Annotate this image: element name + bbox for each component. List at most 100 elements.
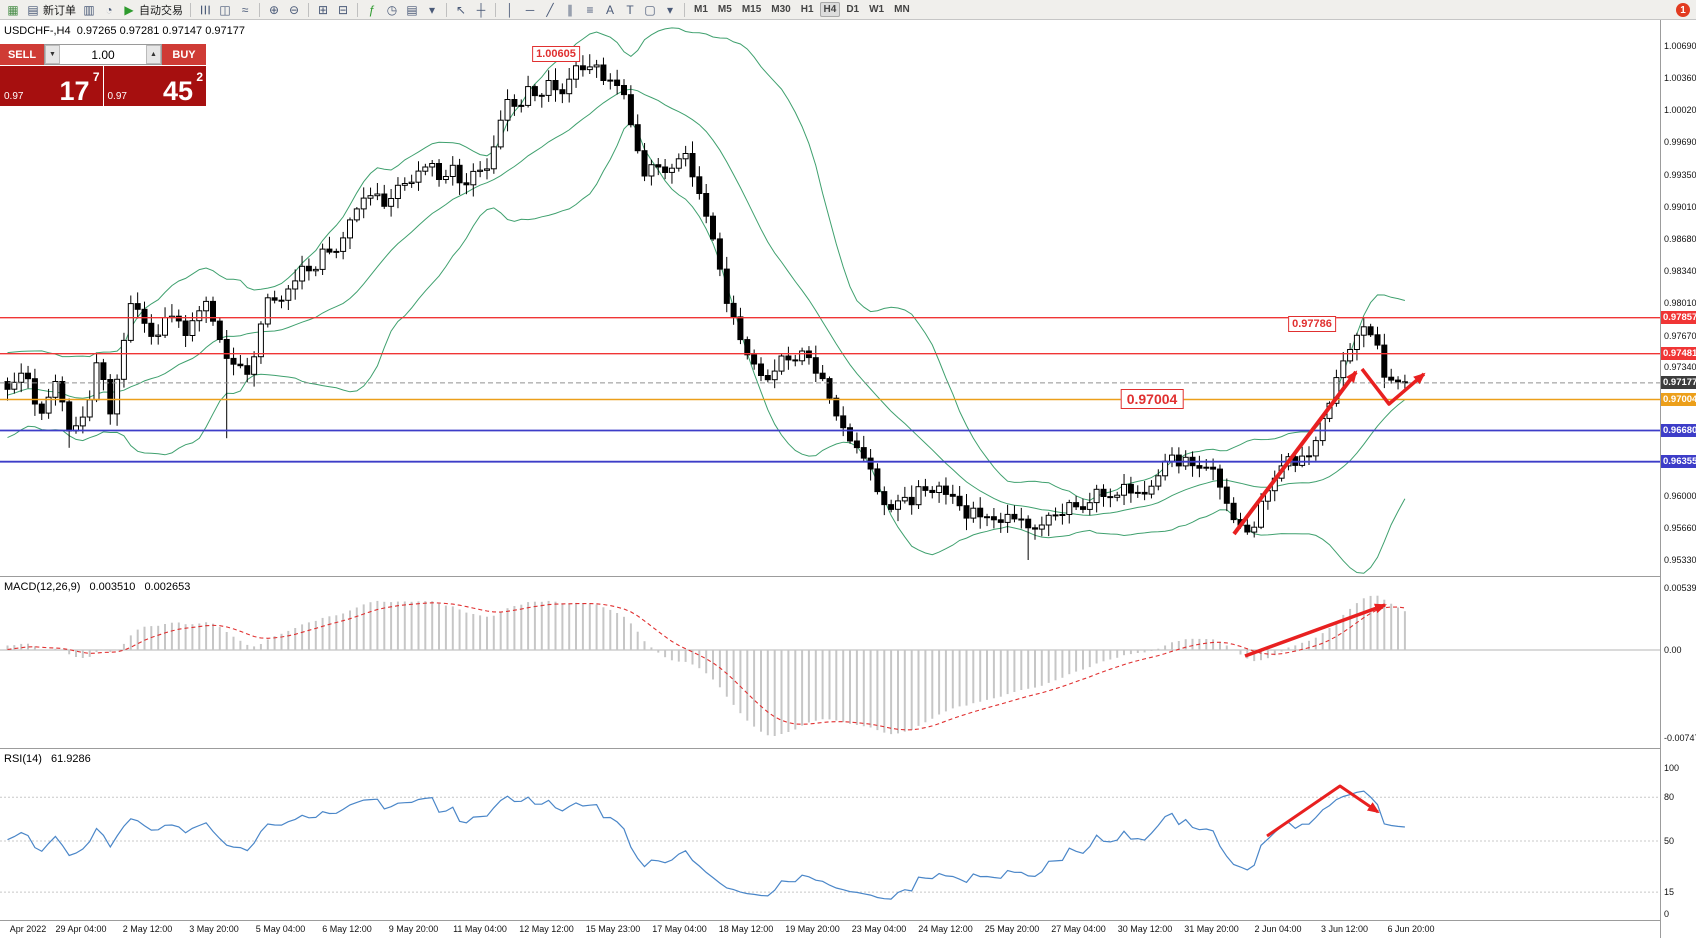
rsi-chart: [0, 784, 1660, 900]
volume-increase-button[interactable]: ▲: [146, 45, 161, 64]
x-axis-label: 27 May 04:00: [1051, 924, 1106, 934]
macd-panel[interactable]: MACD(12,26,9) 0.003510 0.002653: [0, 578, 1660, 748]
arrows-dropdown-icon[interactable]: ▾: [660, 1, 680, 19]
y-axis-tick: 0.95330: [1664, 555, 1696, 565]
candlestick-type-icon[interactable]: ◫: [215, 1, 235, 19]
crosshair-icon[interactable]: ┼: [471, 1, 491, 19]
indicators-icon[interactable]: ƒ: [362, 1, 382, 19]
x-axis-label: 30 May 12:00: [1117, 924, 1173, 934]
horizontal-line-icon[interactable]: ─: [520, 1, 540, 19]
chart-title: USDCHF-,H4 0.97265 0.97281 0.97147 0.971…: [4, 25, 245, 37]
bar-chart-type-icon[interactable]: ☰: [195, 1, 215, 19]
ohlc-high: 0.97281: [119, 25, 160, 37]
toolbar-separator: [446, 2, 447, 17]
price-axis[interactable]: 1.00690 1.00360 1.00020 0.99690 0.99350 0.990…: [1660, 20, 1696, 938]
chart-window-icon[interactable]: ▦: [3, 1, 23, 19]
macd-value-main: 0.003510: [89, 581, 136, 593]
buy-button[interactable]: BUY: [162, 44, 206, 65]
sell-price-big: 17: [59, 76, 90, 106]
x-axis-label: 17 May 04:00: [652, 924, 707, 934]
buy-price-pip: 2: [196, 70, 203, 84]
price-annotation-1.00605[interactable]: 1.00605: [532, 46, 580, 62]
trendline-icon[interactable]: ╱: [540, 1, 560, 19]
rsi-panel[interactable]: RSI(14) 61.9286: [0, 750, 1660, 920]
sell-price-panel[interactable]: 0.97 17 7: [0, 66, 103, 106]
autotrading-button-label: 自动交易: [139, 4, 183, 17]
label-icon[interactable]: T: [620, 1, 640, 19]
x-axis-label: 18 May 12:00: [718, 924, 774, 934]
zoom-out-icon-glyph: ⊖: [288, 2, 300, 17]
x-axis-label: 19 May 20:00: [785, 924, 840, 934]
main-chart-panel[interactable]: USDCHF-,H4 0.97265 0.97281 0.97147 0.971…: [0, 20, 1660, 576]
price-annotation-0.97004[interactable]: 0.97004: [1120, 389, 1184, 409]
cursor-icon[interactable]: ↖: [451, 1, 471, 19]
sell-button[interactable]: SELL: [0, 44, 44, 65]
bar-chart-type-icon-glyph: ☰: [198, 4, 212, 15]
sell-price-base: 0.97: [4, 91, 24, 102]
macd-value-signal: 0.002653: [144, 581, 191, 593]
toolbar: ▦ ▤ 新订单 ▥ ◔ ▶ 自动交易 ☰ ◫ ≈ ⊕ ⊖ ⊞ ⊟ ƒ ◷ ▤ ▾ ↖ ┼ │ ─ ╱ ∥ ≡ A T ▢ ▾ M1 M5 M…: [0, 0, 1696, 20]
market-watch-icon[interactable]: ▥: [79, 1, 99, 19]
candlestick-chart: [0, 27, 1660, 574]
zoom-out-icon[interactable]: ⊖: [284, 1, 304, 19]
macd-name: MACD(12,26,9): [4, 581, 81, 593]
rsi-value: 61.9286: [50, 753, 91, 765]
x-axis-label: 12 May 12:00: [519, 924, 574, 934]
vertical-line-icon[interactable]: │: [500, 1, 520, 19]
line-chart-type-icon[interactable]: ≈: [235, 1, 255, 19]
macd-label: MACD(12,26,9) 0.003510 0.002653: [4, 581, 190, 593]
rsi-axis-label: 50: [1664, 836, 1675, 846]
shapes-icon[interactable]: ▢: [640, 1, 660, 19]
autotrading-button[interactable]: ▶ 自动交易: [119, 1, 186, 19]
y-axis-tick: 0.98010: [1664, 298, 1696, 308]
periods-icon[interactable]: ◷: [382, 1, 402, 19]
market-watch-icon-glyph: ▥: [83, 2, 95, 17]
panel-separator[interactable]: [0, 748, 1696, 749]
x-axis-label: Apr 2022: [9, 924, 47, 934]
x-axis-label: 2 Jun 04:00: [1254, 924, 1302, 934]
zoom-in-icon-glyph: ⊕: [268, 2, 280, 17]
volume-decrease-button[interactable]: ▼: [45, 45, 60, 64]
y-axis-tick: 0.99010: [1664, 202, 1696, 213]
timeframe-button-h4[interactable]: H4: [819, 2, 841, 17]
x-axis-label: 3 Jun 12:00: [1320, 924, 1369, 934]
line-chart-type-icon-glyph: ≈: [241, 2, 249, 17]
volume-input[interactable]: 1.00: [91, 47, 115, 62]
macd-axis-label: 0.00: [1664, 645, 1682, 655]
x-axis-label: 6 May 12:00: [322, 924, 372, 934]
panel-separator[interactable]: [0, 576, 1696, 577]
x-axis-label: 23 May 04:00: [851, 924, 907, 934]
notification-badge[interactable]: 1: [1676, 3, 1690, 17]
refresh-icon[interactable]: ◔: [99, 1, 119, 19]
timeframe-button-w1[interactable]: W1: [869, 4, 885, 15]
timeframe-button-h1[interactable]: H1: [800, 4, 814, 15]
timeframe-button-mn[interactable]: MN: [894, 4, 910, 15]
time-axis[interactable]: Apr 2022 29 Apr 04:00 2 May 12:00 3 May 20:…: [0, 922, 1660, 938]
chart-symbol: USDCHF-,H4: [4, 25, 71, 37]
x-axis-label: 24 May 12:00: [918, 924, 973, 934]
text-icon[interactable]: A: [600, 1, 620, 19]
x-axis-label: 25 May 20:00: [984, 924, 1040, 934]
crosshair-icon-glyph: ┼: [476, 2, 486, 17]
price-annotation-0.97786[interactable]: 0.97786: [1288, 316, 1336, 332]
zoom-in-icon[interactable]: ⊕: [264, 1, 284, 19]
timeframe-button-m5[interactable]: M5: [717, 4, 732, 15]
timeframe-button-m30[interactable]: M30: [771, 4, 791, 15]
buy-price-panel[interactable]: 0.97 45 2: [103, 66, 206, 106]
timeframe-button-m1[interactable]: M1: [694, 4, 708, 15]
window-list-icon[interactable]: ⊟: [333, 1, 353, 19]
channel-icon[interactable]: ∥: [560, 1, 580, 19]
y-axis-tick: 0.97670: [1664, 330, 1696, 341]
templates-dropdown-icon[interactable]: ▾: [422, 1, 442, 19]
new-order-button[interactable]: ▤ 新订单: [23, 1, 79, 19]
ohlc-low: 0.97147: [162, 25, 203, 37]
level-price-badge: 0.96680: [1661, 424, 1696, 437]
macd-chart: [0, 595, 1660, 736]
templates-icon[interactable]: ▤: [402, 1, 422, 19]
timeframe-button-d1[interactable]: D1: [846, 4, 860, 15]
fibonacci-icon[interactable]: ≡: [580, 1, 600, 19]
timeframe-button-m15[interactable]: M15: [741, 4, 762, 15]
tile-windows-icon[interactable]: ⊞: [313, 1, 333, 19]
cursor-icon-glyph: ↖: [455, 2, 467, 17]
rsi-label: RSI(14) 61.9286: [4, 753, 91, 765]
